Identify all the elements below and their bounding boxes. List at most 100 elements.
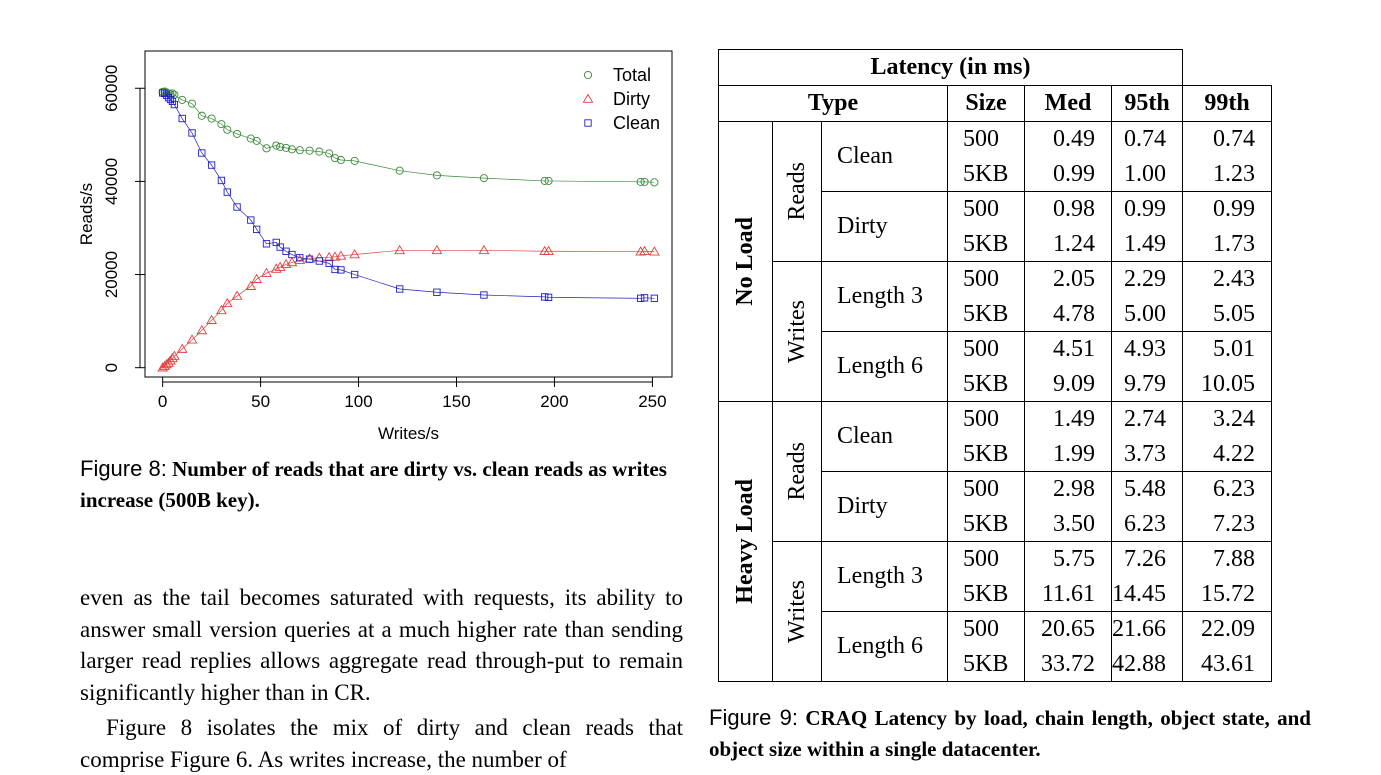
total-point — [479, 174, 488, 183]
med-value: 1.24 — [1053, 230, 1095, 257]
size-value-cell: 500 5KB — [947, 191, 1025, 262]
table-row: No Load Reads Clean 500 5KB 0.49 0.99 0.74 1.00 0… — [718, 121, 1272, 402]
y-tick-label: 40000 — [102, 158, 121, 205]
dirty-point — [639, 245, 650, 256]
clean-point — [350, 270, 359, 279]
total-point — [272, 141, 281, 150]
legend-clean-marker — [584, 119, 592, 127]
p95-value-cell: 0.74 1.00 — [1111, 121, 1183, 192]
legend-dirty-label: Dirty — [613, 89, 650, 109]
op-label: Writes — [783, 579, 810, 643]
dirty-point — [648, 246, 660, 256]
figure8-chart: 0 50 100 150 200 250 0 20000 40000 60000 Writes/s R… — [77, 50, 673, 440]
size-value: 500 — [963, 546, 999, 572]
med-value: 0.98 — [1053, 196, 1095, 222]
med-value: 9.09 — [1053, 370, 1095, 397]
clean-point — [640, 294, 649, 302]
p99-value: 1.73 — [1213, 230, 1255, 257]
med-value: 0.99 — [1053, 160, 1095, 187]
p95-value: 21.66 — [1112, 616, 1166, 642]
p95-value-cell: 5.48 6.23 — [1111, 471, 1183, 542]
med-value: 1.49 — [1053, 406, 1095, 432]
total-point — [282, 143, 291, 152]
clean-point — [207, 161, 216, 169]
x-tick-label: 0 — [158, 392, 167, 411]
total-point — [246, 134, 255, 143]
size-value-cell: 500 5KB — [947, 471, 1025, 542]
dirty-point — [431, 244, 443, 255]
med-value: 2.05 — [1053, 266, 1095, 292]
p95-value-cell: 7.26 14.45 — [1111, 541, 1183, 612]
p99-value: 6.23 — [1213, 476, 1255, 502]
total-point — [540, 176, 549, 185]
p99-value: 2.43 — [1213, 266, 1255, 292]
size-value: 5KB — [963, 300, 1009, 327]
dirty-point — [635, 246, 647, 256]
dirty-point — [251, 273, 263, 283]
latency-table: Latency (in ms) Type Size Med 95th 99th … — [718, 49, 1272, 682]
total-point — [223, 125, 232, 134]
total-point — [207, 114, 216, 123]
p99-value-cell: 0.99 1.73 — [1182, 191, 1272, 262]
size-value-cell: 500 5KB — [947, 121, 1025, 192]
p95-value: 2.29 — [1124, 266, 1166, 292]
med-value: 4.51 — [1053, 336, 1095, 362]
total-point — [350, 156, 359, 165]
total-point — [295, 146, 304, 155]
p95-value-cell: 0.99 1.49 — [1111, 191, 1183, 262]
total-point — [325, 149, 334, 158]
size-value: 5KB — [963, 510, 1009, 537]
p95-header: 95th — [1111, 85, 1183, 122]
y-axis-label: Reads/s — [77, 183, 96, 245]
total-point — [178, 95, 187, 104]
size-value-cell: 500 5KB — [947, 541, 1025, 612]
object-type-cell: Clean — [821, 401, 948, 472]
dirty-point — [245, 280, 257, 290]
x-tick-label: 100 — [344, 392, 372, 411]
med-value-cell: 20.65 33.72 — [1024, 611, 1112, 682]
size-value-cell: 500 5KB — [947, 261, 1025, 332]
total-point — [432, 171, 441, 180]
figure8-caption: Figure 8: Number of reads that are dirty… — [80, 453, 685, 516]
med-value-cell: 0.49 0.99 — [1024, 121, 1112, 192]
p95-value: 1.00 — [1124, 160, 1166, 187]
table-row: Writes Length 3 500 5KB 5.75 11.61 7.26 14.45 7.… — [719, 541, 1272, 682]
figure9-caption: Figure 9: CRAQ Latency by load, chain le… — [709, 702, 1311, 765]
med-header: Med — [1024, 85, 1112, 122]
clean-point — [198, 149, 206, 157]
med-value: 3.50 — [1053, 510, 1095, 537]
p99-value: 15.72 — [1201, 580, 1255, 607]
size-value: 500 — [963, 196, 999, 222]
size-value: 5KB — [963, 160, 1009, 187]
total-point — [330, 154, 340, 163]
clean-point — [544, 293, 553, 302]
p99-value-cell: 6.23 7.23 — [1182, 471, 1272, 542]
dirty-point — [349, 249, 361, 259]
table-row: Dirty 500 5KB 2.98 3.50 5.48 6.23 6.23 7.23 — [719, 471, 1272, 542]
p99-value-cell: 3.24 4.22 — [1182, 401, 1272, 472]
object-type-cell: Length 3 — [821, 261, 948, 332]
clean-point — [166, 95, 175, 104]
clean-point — [233, 203, 241, 211]
size-header: Size — [947, 85, 1025, 122]
op-label: Writes — [783, 299, 810, 363]
clean-point — [288, 250, 296, 259]
load-cell: No Load — [718, 121, 773, 402]
total-point — [276, 142, 285, 151]
total-point — [650, 178, 659, 187]
med-value-cell: 1.49 1.99 — [1024, 401, 1112, 472]
p95-value: 1.49 — [1124, 230, 1166, 257]
p95-value-cell: 2.29 5.00 — [1111, 261, 1183, 332]
p95-value-cell: 21.66 42.88 — [1111, 611, 1183, 682]
table-title: Latency (in ms) — [718, 49, 1183, 86]
total-point — [636, 177, 645, 186]
legend-dirty-marker — [582, 93, 594, 103]
dirty-point — [196, 324, 208, 335]
dirty-point — [157, 362, 169, 372]
size-value: 5KB — [963, 370, 1009, 397]
dirty-point — [270, 263, 282, 273]
total-point — [336, 155, 345, 165]
p95-value: 9.79 — [1124, 370, 1166, 397]
dirty-point — [335, 250, 347, 260]
p99-value-cell: 7.88 15.72 — [1182, 541, 1272, 612]
